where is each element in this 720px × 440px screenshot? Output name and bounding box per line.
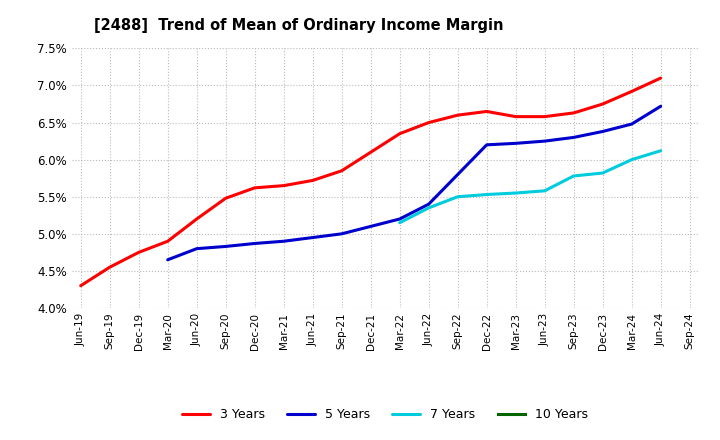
5 Years <box>366 224 375 229</box>
7 Years <box>657 148 665 154</box>
7 Years <box>424 205 433 210</box>
5 Years <box>279 238 288 244</box>
3 Years <box>366 150 375 155</box>
7 Years <box>395 220 404 225</box>
3 Years <box>308 178 317 183</box>
7 Years <box>454 194 462 199</box>
5 Years <box>598 129 607 134</box>
5 Years <box>221 244 230 249</box>
7 Years <box>511 191 520 196</box>
5 Years <box>338 231 346 236</box>
3 Years <box>192 216 201 222</box>
3 Years <box>598 101 607 106</box>
Line: 3 Years: 3 Years <box>81 78 661 286</box>
3 Years <box>135 250 143 255</box>
7 Years <box>482 192 491 197</box>
3 Years <box>395 131 404 136</box>
5 Years <box>657 103 665 109</box>
5 Years <box>251 241 259 246</box>
Line: 5 Years: 5 Years <box>168 106 661 260</box>
5 Years <box>627 121 636 127</box>
Legend: 3 Years, 5 Years, 7 Years, 10 Years: 3 Years, 5 Years, 7 Years, 10 Years <box>177 403 593 426</box>
7 Years <box>570 173 578 179</box>
3 Years <box>76 283 85 288</box>
3 Years <box>657 75 665 81</box>
5 Years <box>511 141 520 146</box>
3 Years <box>570 110 578 116</box>
5 Years <box>395 216 404 222</box>
3 Years <box>251 185 259 191</box>
5 Years <box>570 135 578 140</box>
5 Years <box>192 246 201 251</box>
7 Years <box>541 188 549 194</box>
5 Years <box>163 257 172 262</box>
5 Years <box>424 202 433 207</box>
3 Years <box>163 238 172 244</box>
5 Years <box>454 172 462 177</box>
3 Years <box>221 196 230 201</box>
3 Years <box>338 168 346 173</box>
Line: 7 Years: 7 Years <box>400 151 661 223</box>
7 Years <box>598 170 607 176</box>
3 Years <box>454 113 462 118</box>
5 Years <box>482 142 491 147</box>
7 Years <box>627 157 636 162</box>
3 Years <box>105 264 114 270</box>
3 Years <box>627 89 636 94</box>
5 Years <box>308 235 317 240</box>
5 Years <box>541 139 549 144</box>
3 Years <box>541 114 549 119</box>
3 Years <box>511 114 520 119</box>
Text: [2488]  Trend of Mean of Ordinary Income Margin: [2488] Trend of Mean of Ordinary Income … <box>94 18 503 33</box>
3 Years <box>482 109 491 114</box>
3 Years <box>424 120 433 125</box>
3 Years <box>279 183 288 188</box>
